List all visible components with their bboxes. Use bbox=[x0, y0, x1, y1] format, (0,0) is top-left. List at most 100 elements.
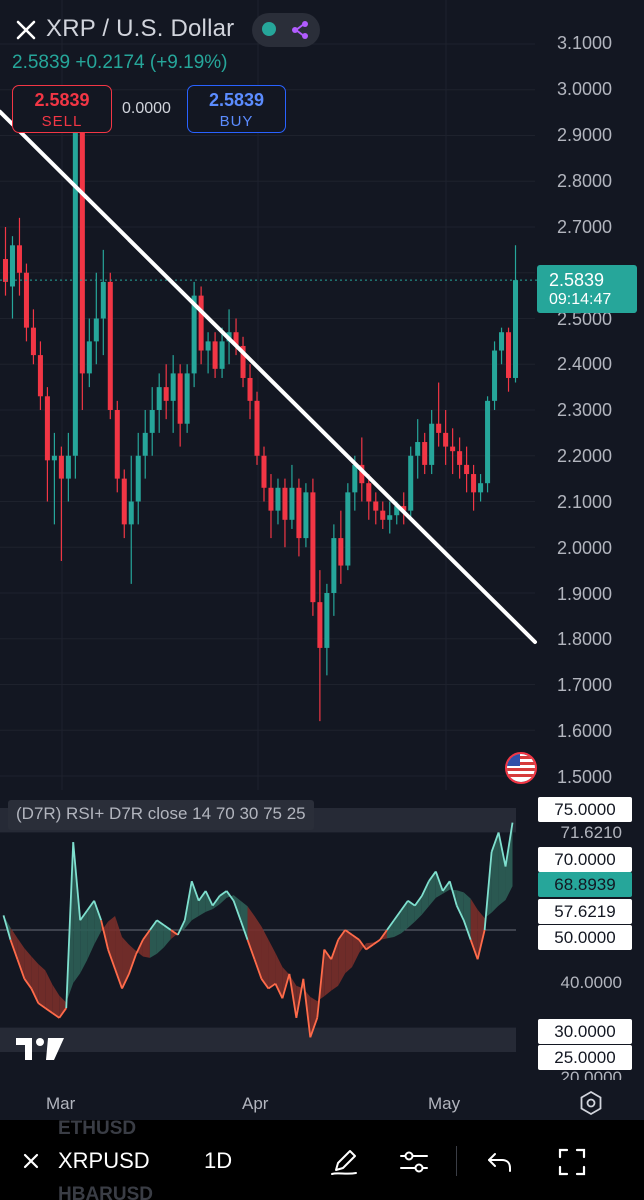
symbol-list-item[interactable]: HBARUSD bbox=[58, 1184, 153, 1200]
rsi-line-segment bbox=[455, 905, 465, 921]
rsi-chart[interactable] bbox=[0, 790, 644, 1090]
candle-body bbox=[387, 515, 393, 520]
price-tick: 2.1000 bbox=[556, 492, 612, 512]
candle bbox=[338, 510, 344, 584]
candle bbox=[415, 419, 421, 479]
price-chart[interactable] bbox=[0, 0, 644, 800]
rsi-line-segment bbox=[44, 1007, 53, 1014]
sell-label: SELL bbox=[41, 113, 83, 130]
rsi-fill-segment bbox=[87, 900, 95, 960]
price-tick: 1.5000 bbox=[556, 767, 612, 787]
candle-body bbox=[331, 538, 337, 593]
rsi-fill-segment bbox=[142, 930, 150, 958]
current-price-tag: 2.5839 09:14:47 bbox=[537, 265, 637, 313]
candle-body bbox=[107, 281, 113, 410]
symbol-list-item[interactable]: ETHUSD bbox=[58, 1118, 137, 1134]
price-change-quote: 2.5839 +0.2174 (+9.19%) bbox=[12, 52, 228, 73]
price-tick: 2.3000 bbox=[556, 400, 612, 420]
rsi-fill-segment bbox=[240, 900, 248, 940]
candle-body bbox=[401, 506, 407, 511]
indicator-label[interactable]: (D7R) RSI+ D7R close 14 70 30 75 25 bbox=[8, 800, 314, 830]
rsi-line-segment bbox=[337, 929, 346, 941]
candle bbox=[506, 327, 512, 392]
rsi-fill-segment bbox=[498, 832, 506, 906]
price-tick: 2.8000 bbox=[556, 171, 612, 191]
candle-body bbox=[408, 455, 414, 511]
price-tick: 2.9000 bbox=[556, 125, 612, 145]
candle-body bbox=[380, 510, 386, 520]
price-tick: 3.1000 bbox=[556, 33, 612, 53]
buy-button[interactable]: 2.5839 BUY bbox=[187, 85, 286, 133]
rsi-line-segment bbox=[79, 909, 88, 921]
close-icon[interactable] bbox=[20, 1150, 42, 1172]
rsi-line-segment bbox=[351, 934, 360, 941]
candle-body bbox=[373, 501, 379, 511]
rsi-fill-segment bbox=[198, 890, 206, 917]
candle-body bbox=[114, 410, 120, 479]
rsi-fill-segment bbox=[52, 984, 60, 1018]
candle bbox=[240, 336, 246, 388]
buy-label: BUY bbox=[219, 113, 254, 130]
rsi-level-tag: 40.0000 bbox=[560, 973, 622, 992]
rsi-level-tag: 20.0000 bbox=[560, 1068, 622, 1080]
bottom-toolbar bbox=[0, 1120, 644, 1200]
candle bbox=[512, 245, 519, 383]
rsi-line-segment bbox=[93, 900, 102, 921]
flag-us-icon[interactable] bbox=[505, 752, 537, 784]
market-open-dot bbox=[262, 22, 276, 36]
symbol-selector[interactable]: XRPUSD bbox=[58, 1148, 150, 1173]
rsi-line-segment bbox=[232, 900, 242, 921]
price-tick: 1.9000 bbox=[556, 584, 612, 604]
rsi-fill-segment bbox=[156, 920, 164, 954]
candle bbox=[457, 437, 463, 479]
candle-body bbox=[345, 492, 351, 566]
candle bbox=[373, 492, 379, 525]
chart-area[interactable] bbox=[0, 0, 644, 1120]
rsi-line-segment bbox=[114, 968, 123, 989]
pencil-icon[interactable] bbox=[326, 1144, 362, 1180]
candle-body bbox=[485, 400, 491, 484]
rsi-lower-band bbox=[0, 1027, 516, 1052]
sell-button[interactable]: 2.5839 SELL bbox=[12, 85, 112, 133]
time-tick: Mar bbox=[46, 1094, 76, 1113]
candle bbox=[58, 446, 64, 561]
settings-icon[interactable] bbox=[578, 1090, 604, 1116]
candle bbox=[331, 524, 337, 616]
rsi-line-segment bbox=[176, 919, 186, 936]
candle bbox=[478, 474, 484, 502]
close-icon[interactable] bbox=[12, 16, 40, 44]
undo-icon[interactable] bbox=[482, 1144, 518, 1180]
timeframe-selector[interactable]: 1D bbox=[204, 1148, 233, 1173]
sliders-icon[interactable] bbox=[396, 1144, 432, 1180]
candle-body bbox=[338, 538, 344, 566]
price-tick: 2.4000 bbox=[556, 354, 612, 374]
candle-body bbox=[9, 245, 15, 287]
rsi-line-segment bbox=[260, 978, 270, 990]
rsi-fill-segment bbox=[463, 892, 471, 940]
candle-body bbox=[128, 501, 134, 525]
rsi-fill-segment bbox=[477, 909, 485, 960]
fullscreen-icon[interactable] bbox=[554, 1144, 590, 1180]
candle bbox=[450, 428, 456, 475]
candle bbox=[2, 227, 9, 296]
rsi-line-segment bbox=[23, 978, 33, 990]
rsi-line-segment bbox=[274, 983, 284, 999]
rsi-line-segment bbox=[211, 895, 221, 907]
share-icon[interactable] bbox=[288, 18, 312, 42]
candle bbox=[72, 112, 78, 479]
candle-body bbox=[254, 400, 260, 456]
candle bbox=[9, 236, 15, 319]
candle bbox=[170, 355, 176, 433]
candle-body bbox=[471, 474, 477, 493]
rsi-fill-segment bbox=[505, 822, 513, 901]
rsi-line-segment bbox=[434, 871, 444, 892]
candle bbox=[471, 464, 477, 511]
rsi-fill-segment bbox=[163, 925, 171, 948]
candle-body bbox=[296, 487, 302, 539]
candle-body bbox=[135, 455, 141, 502]
rsi-line-segment bbox=[372, 939, 381, 946]
rsi-fill-segment bbox=[247, 906, 255, 960]
price-tick: 1.7000 bbox=[556, 675, 612, 695]
buy-price: 2.5839 bbox=[208, 90, 265, 110]
rsi-line-segment bbox=[393, 909, 402, 921]
